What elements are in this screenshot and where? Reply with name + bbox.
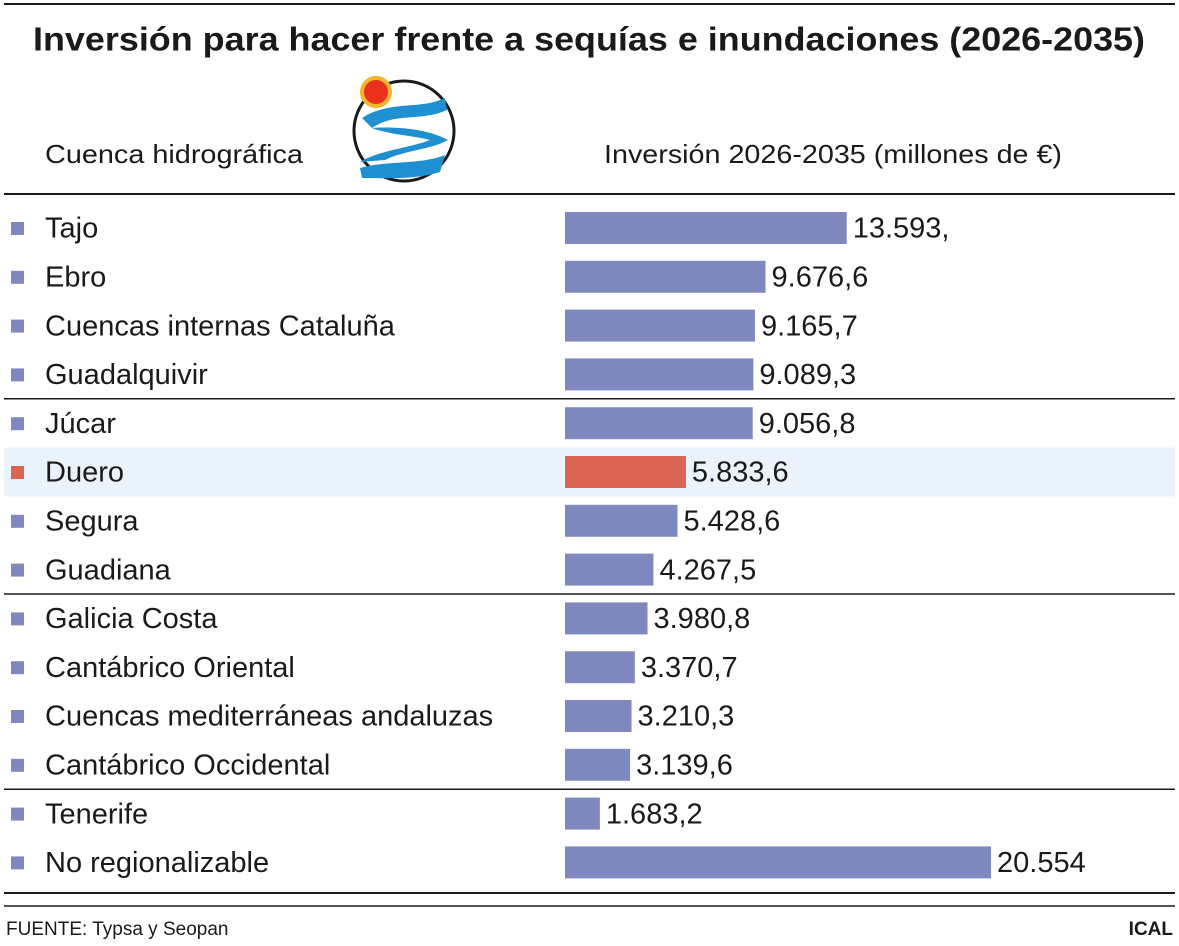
category-label: Tenerife	[45, 798, 148, 830]
legend-square	[11, 612, 24, 626]
legend-square	[11, 222, 24, 235]
legend-square	[11, 807, 24, 821]
category-label: Duero	[45, 457, 124, 489]
value-label: 9.165,7	[761, 310, 858, 342]
value-header: Inversión 2026-2035 (millones de €)	[604, 139, 1062, 169]
value-label: 13.593,	[853, 213, 950, 245]
bar	[565, 700, 632, 732]
category-label: Ebro	[45, 261, 106, 293]
bar	[565, 504, 678, 537]
category-label: Segura	[45, 505, 139, 537]
legend-square	[11, 417, 24, 431]
category-label: Tajo	[45, 213, 98, 245]
bar	[565, 407, 753, 440]
legend-square	[11, 466, 24, 479]
value-label: 3.210,3	[638, 701, 735, 733]
bar	[565, 846, 991, 879]
bar	[565, 212, 847, 244]
legend-square	[11, 514, 24, 528]
bar	[565, 358, 754, 391]
credit: ICAL	[1129, 919, 1174, 940]
value-label: 5.428,6	[684, 505, 781, 537]
category-label: No regionalizable	[45, 847, 269, 879]
bar	[565, 309, 755, 342]
bar	[565, 456, 686, 488]
legend-square	[11, 661, 24, 675]
value-label: 3.980,8	[654, 603, 751, 635]
value-label: 3.370,7	[641, 652, 738, 684]
category-label: Guadiana	[45, 554, 172, 586]
category-label: Cuencas internas Cataluña	[45, 310, 396, 342]
legend-square	[11, 270, 24, 284]
legend-square	[11, 856, 24, 870]
logo	[352, 76, 456, 183]
category-label: Júcar	[45, 408, 116, 440]
chart-title: Inversión para hacer frente a sequías e …	[33, 21, 1145, 58]
bar	[565, 260, 766, 293]
value-label: 9.089,3	[759, 359, 856, 391]
legend-square	[11, 563, 24, 577]
bar	[565, 797, 600, 830]
value-label: 20.554	[997, 847, 1086, 879]
source: FUENTE: Typsa y Seopan	[6, 919, 228, 940]
value-label: 4.267,5	[659, 554, 756, 586]
legend-square	[11, 368, 24, 382]
category-label: Galicia Costa	[45, 603, 218, 635]
value-label: 1.683,2	[606, 798, 703, 830]
bar	[565, 651, 635, 684]
bar	[565, 748, 631, 781]
category-label: Cuencas mediterráneas andaluzas	[45, 701, 493, 733]
category-label: Cantábrico Oriental	[45, 652, 295, 684]
bar	[565, 553, 654, 586]
legend-square	[11, 758, 24, 772]
category-header: Cuenca hidrográfica	[45, 139, 304, 169]
value-label: 9.056,8	[759, 408, 856, 440]
bar	[565, 602, 648, 635]
value-label: 3.139,6	[636, 749, 733, 781]
legend-square	[11, 319, 24, 333]
value-label: 5.833,6	[692, 457, 789, 489]
category-label: Cantábrico Occidental	[45, 749, 330, 781]
category-label: Guadalquivir	[45, 359, 208, 391]
legend-square	[11, 710, 24, 723]
value-label: 9.676,6	[772, 261, 869, 293]
